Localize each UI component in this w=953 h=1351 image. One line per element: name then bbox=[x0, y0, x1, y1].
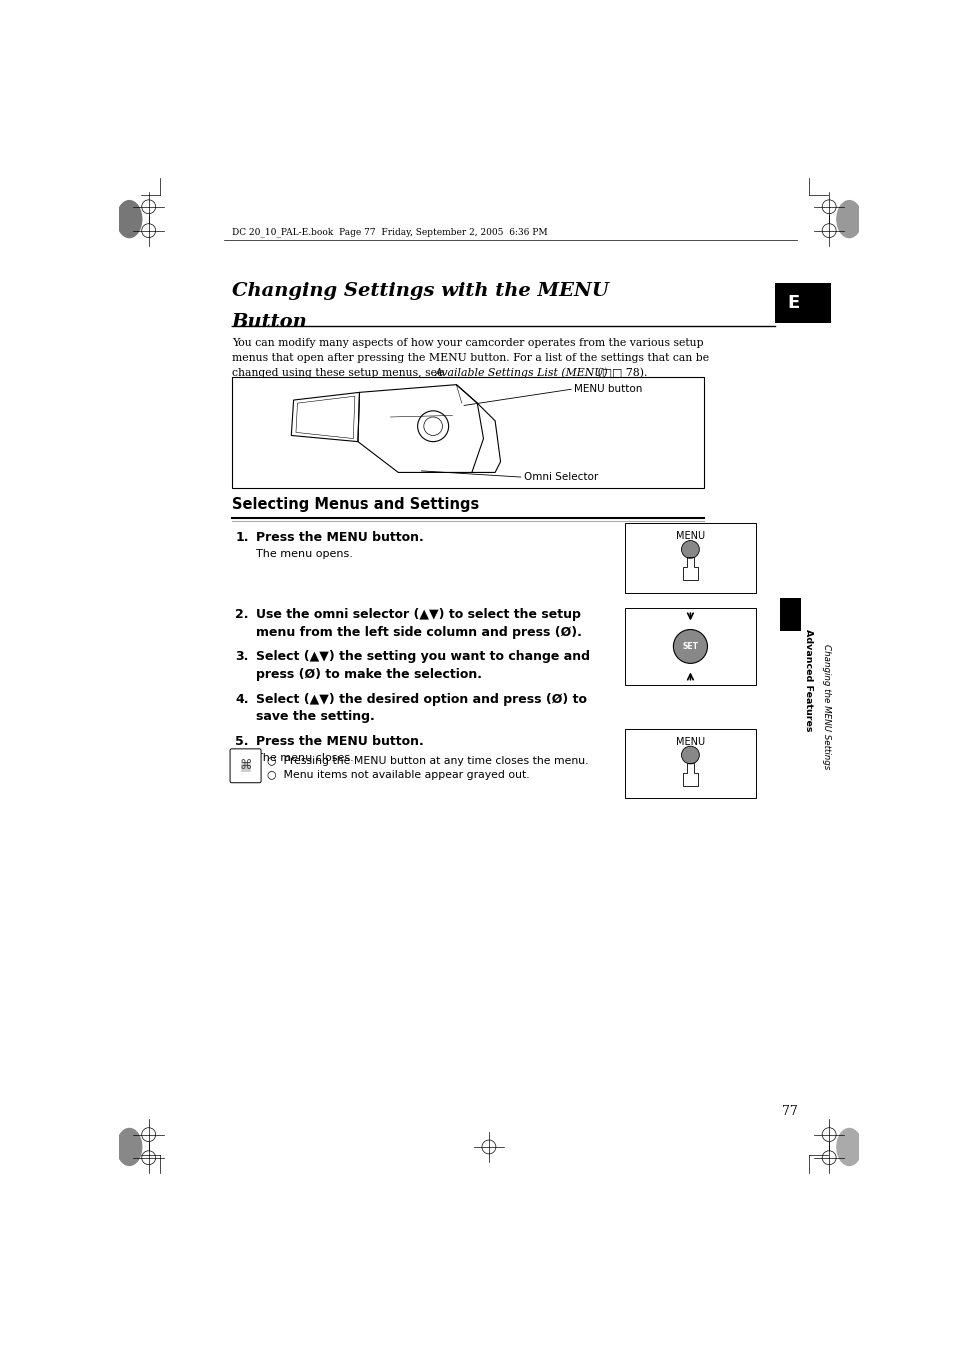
Text: 3.: 3. bbox=[235, 650, 249, 663]
Text: 5.: 5. bbox=[235, 735, 249, 748]
Text: Selecting Menus and Settings: Selecting Menus and Settings bbox=[232, 497, 478, 512]
Text: ■: ■ bbox=[239, 759, 252, 773]
Text: MENU button: MENU button bbox=[574, 384, 642, 394]
Ellipse shape bbox=[836, 200, 861, 238]
Text: 4.: 4. bbox=[235, 693, 249, 705]
FancyBboxPatch shape bbox=[624, 608, 756, 685]
Text: The menu opens.: The menu opens. bbox=[256, 549, 353, 559]
Text: menus that open after pressing the MENU button. For a list of the settings that : menus that open after pressing the MENU … bbox=[232, 353, 708, 363]
Text: You can modify many aspects of how your camcorder operates from the various setu: You can modify many aspects of how your … bbox=[232, 339, 702, 349]
FancyBboxPatch shape bbox=[779, 598, 801, 631]
Text: (□□ 78).: (□□ 78). bbox=[594, 367, 647, 378]
Text: 77: 77 bbox=[781, 1105, 797, 1117]
Text: Changing Settings with the MENU: Changing Settings with the MENU bbox=[232, 282, 608, 300]
Text: save the setting.: save the setting. bbox=[256, 711, 375, 723]
Text: 2.: 2. bbox=[235, 608, 249, 621]
Text: ⌘: ⌘ bbox=[239, 759, 252, 773]
Text: Button: Button bbox=[232, 313, 307, 331]
Text: 1.: 1. bbox=[235, 531, 249, 544]
FancyBboxPatch shape bbox=[624, 728, 756, 798]
Text: Press the MENU button.: Press the MENU button. bbox=[256, 531, 424, 544]
Circle shape bbox=[680, 746, 699, 763]
Text: ○  Pressing the MENU button at any time closes the menu.: ○ Pressing the MENU button at any time c… bbox=[267, 755, 588, 766]
FancyBboxPatch shape bbox=[624, 523, 756, 593]
Text: Use the omni selector (▲▼) to select the setup: Use the omni selector (▲▼) to select the… bbox=[256, 608, 580, 621]
Ellipse shape bbox=[117, 1128, 142, 1166]
Text: MENU: MENU bbox=[675, 736, 704, 747]
Text: Changing the MENU Settings: Changing the MENU Settings bbox=[821, 644, 830, 770]
FancyBboxPatch shape bbox=[232, 377, 703, 488]
Text: SET: SET bbox=[681, 642, 698, 651]
Text: menu from the left side column and press (Ø).: menu from the left side column and press… bbox=[256, 626, 581, 639]
Text: Available Settings List (MENU): Available Settings List (MENU) bbox=[435, 367, 608, 378]
Ellipse shape bbox=[117, 200, 142, 238]
Text: Select (▲▼) the setting you want to change and: Select (▲▼) the setting you want to chan… bbox=[256, 650, 590, 663]
Text: Press the MENU button.: Press the MENU button. bbox=[256, 735, 424, 748]
Text: MENU: MENU bbox=[675, 531, 704, 540]
Text: press (Ø) to make the selection.: press (Ø) to make the selection. bbox=[256, 667, 482, 681]
FancyBboxPatch shape bbox=[774, 282, 830, 323]
FancyBboxPatch shape bbox=[230, 748, 261, 782]
Text: The menu closes.: The menu closes. bbox=[256, 753, 354, 763]
Ellipse shape bbox=[836, 1128, 861, 1166]
Circle shape bbox=[680, 540, 699, 558]
Text: changed using these setup menus, see: changed using these setup menus, see bbox=[232, 367, 446, 378]
Circle shape bbox=[673, 630, 707, 663]
Text: DC 20_10_PAL-E.book  Page 77  Friday, September 2, 2005  6:36 PM: DC 20_10_PAL-E.book Page 77 Friday, Sept… bbox=[232, 227, 547, 236]
Text: E: E bbox=[786, 295, 799, 312]
Text: ○  Menu items not available appear grayed out.: ○ Menu items not available appear grayed… bbox=[267, 770, 529, 780]
Text: Select (▲▼) the desired option and press (Ø) to: Select (▲▼) the desired option and press… bbox=[256, 693, 587, 705]
Text: Advanced Features: Advanced Features bbox=[803, 628, 813, 731]
Text: Omni Selector: Omni Selector bbox=[523, 471, 598, 482]
